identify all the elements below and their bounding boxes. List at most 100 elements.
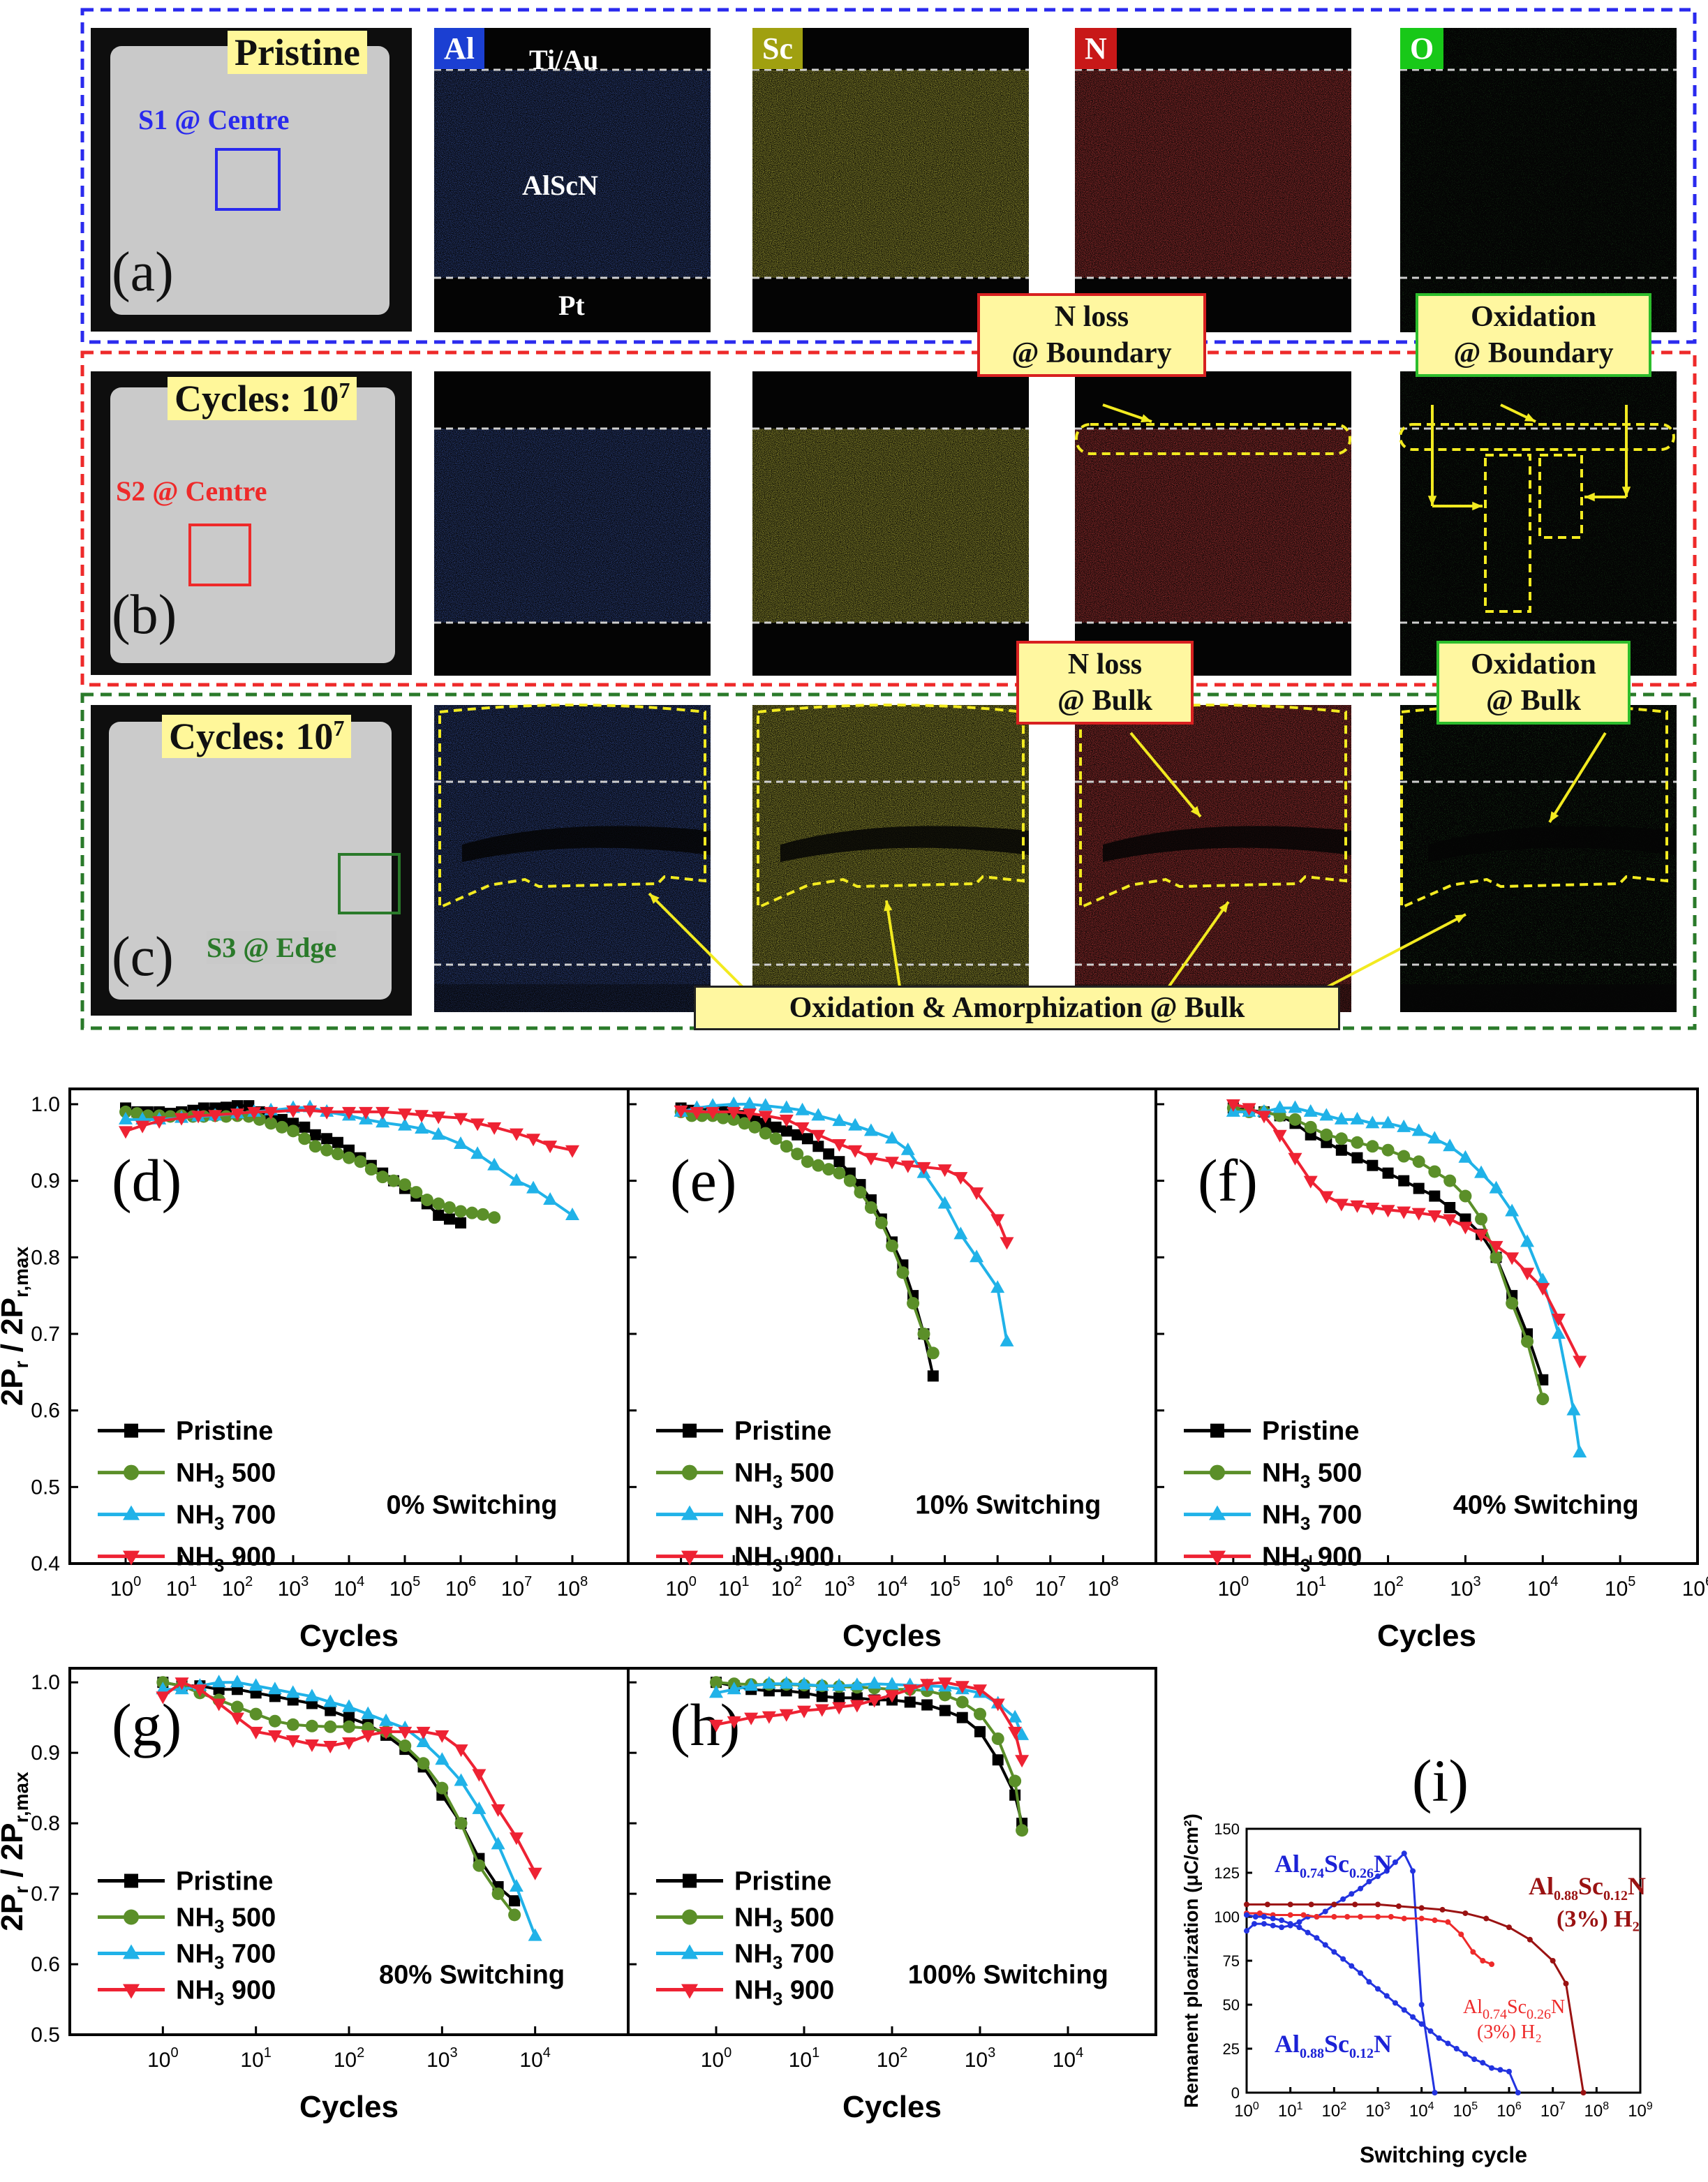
arrow-amorph-al: [648, 892, 748, 993]
data-point: [361, 1706, 376, 1719]
data-point: [309, 1129, 321, 1141]
x-tick-label: 101: [166, 1574, 198, 1601]
data-point: [779, 1114, 794, 1127]
legend-label: Pristine: [734, 1867, 831, 1897]
series-al074_h2: [1244, 1910, 1495, 1968]
arrow-oxidation-bulk-head: [1550, 811, 1559, 822]
x-axis-label: Cycles: [1377, 1619, 1476, 1653]
series-nh3_900: [1226, 1099, 1587, 1369]
data-point: [1445, 1919, 1451, 1925]
data-point: [1381, 1143, 1395, 1157]
data-point: [1331, 1901, 1337, 1908]
data-point: [1401, 2007, 1407, 2013]
x-tick-label: 106: [445, 1574, 477, 1601]
y-tick-label: 0.8: [31, 1812, 60, 1835]
data-point: [920, 1679, 935, 1692]
data-point: [420, 1194, 433, 1207]
chart-d: 100 101 102 103 104 105 106 107 108 Cycles 0.4 0.5 0…: [0, 1088, 630, 1653]
data-point: [1443, 1174, 1457, 1187]
data-point: [543, 1192, 558, 1205]
data-point: [454, 1817, 468, 1830]
data-point: [990, 1280, 1005, 1293]
panel-letter: (e): [670, 1147, 736, 1214]
x-tick-label: 100: [701, 2045, 732, 2072]
data-point: [1443, 1214, 1457, 1227]
data-point: [1287, 1912, 1293, 1918]
data-point: [937, 1196, 952, 1209]
x-tick-label: 107: [1035, 1574, 1067, 1601]
series-nh3_900: [709, 1677, 1030, 1768]
x-tick-label: 103: [1450, 1574, 1481, 1601]
data-point: [220, 1101, 232, 1113]
y-tick-label: 0.5: [31, 1476, 60, 1499]
data-point: [543, 1141, 558, 1154]
eds-map-signal-al-row2: [434, 429, 711, 623]
data-point: [1536, 1283, 1550, 1296]
x-tick-label: 101: [240, 2045, 272, 2072]
data-point: [1305, 1929, 1311, 1936]
data-point: [1252, 1914, 1258, 1920]
data-point: [1319, 1108, 1334, 1121]
x-tick-label: 105: [1453, 2100, 1478, 2121]
arrow-n-loss-bulk-head: [1190, 806, 1201, 817]
panel-letter: (g): [112, 1691, 181, 1758]
data-point: [379, 1726, 394, 1739]
x-tick-label: 101: [1278, 2100, 1303, 2121]
legend-label: Pristine: [176, 1867, 273, 1897]
data-point: [376, 1171, 389, 1184]
data-point: [528, 1928, 542, 1941]
x-axis-label: Cycles: [842, 1619, 942, 1653]
data-point: [331, 1148, 344, 1161]
data-point: [1445, 2040, 1451, 2047]
arrow-amorph-o: [1319, 913, 1466, 993]
sem-image-a: [91, 28, 412, 332]
data-point: [230, 1108, 244, 1122]
data-point: [1351, 1136, 1364, 1149]
x-tick-label: 108: [557, 1574, 588, 1601]
bulk-outline-al: [438, 704, 706, 910]
data-point: [1427, 1131, 1442, 1144]
arrow-amorph-sc: [885, 900, 902, 992]
arrow-n-loss-bulk: [1129, 732, 1202, 818]
switching-annotation: 40% Switching: [1453, 1491, 1639, 1520]
legend-marker: [124, 1909, 139, 1925]
data-point: [1418, 1915, 1425, 1922]
data-point: [193, 1684, 207, 1698]
panel-a-letter: (a): [112, 242, 174, 303]
legend-label: NH3 500: [734, 1903, 834, 1937]
data-point: [863, 1152, 878, 1166]
data-point: [1392, 1859, 1398, 1865]
layer-label-tiau: Ti/Au: [529, 44, 599, 75]
data-point: [843, 1174, 856, 1187]
data-point: [823, 1148, 835, 1160]
data-point: [1000, 1333, 1014, 1346]
data-point: [410, 1186, 423, 1199]
element-tag-n: N: [1075, 28, 1117, 69]
data-point: [470, 1146, 485, 1159]
data-point: [811, 1108, 826, 1121]
data-point: [833, 1156, 845, 1168]
data-point: [816, 1691, 828, 1702]
data-point: [119, 1126, 133, 1139]
data-point: [264, 1106, 279, 1120]
data-point: [1418, 2002, 1425, 2007]
data-point: [779, 1709, 794, 1722]
chart-g: 100 101 102 103 104 Cycles 0.5 0.6 0.7 0.8 0.9 1.0 2…: [0, 1667, 630, 2124]
data-point: [710, 1676, 722, 1689]
panel-b-region: S2 @ Centre: [116, 475, 267, 507]
data-point: [1375, 1873, 1381, 1880]
data-point: [990, 1214, 1005, 1227]
legend-marker: [123, 1984, 140, 1999]
eds-map-signal-al-row1: [434, 70, 711, 278]
arrow-oxidation-boundary-head: [1524, 413, 1536, 422]
x-tick-label: 100: [110, 1574, 142, 1601]
data-point: [416, 1735, 431, 1748]
legend-label: Pristine: [1262, 1417, 1359, 1446]
y-tick-label: 0.8: [31, 1246, 60, 1269]
data-point: [727, 1682, 741, 1695]
data-point: [211, 1698, 226, 1712]
data-point: [1244, 1912, 1249, 1918]
eds-map-signal-n-row2: [1075, 429, 1351, 623]
data-point: [1335, 1132, 1348, 1145]
data-point: [119, 1111, 133, 1125]
